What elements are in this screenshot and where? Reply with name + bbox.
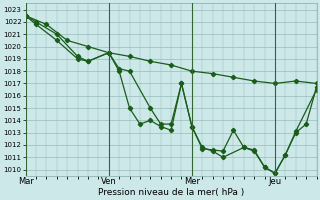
X-axis label: Pression niveau de la mer( hPa ): Pression niveau de la mer( hPa ) — [98, 188, 244, 197]
